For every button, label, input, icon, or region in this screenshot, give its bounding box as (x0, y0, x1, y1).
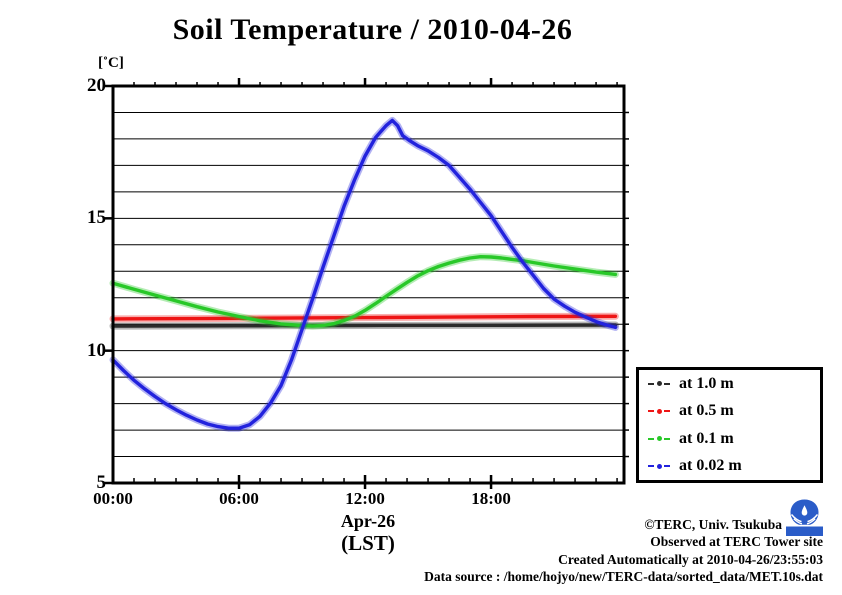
legend-label: at 0.1 m (679, 429, 734, 447)
plot-border (111, 84, 626, 485)
observed-site-line: Observed at TERC Tower site (650, 534, 823, 550)
series-line-at-0.1-m (111, 255, 618, 328)
series-line-at-0.02-m (111, 118, 618, 430)
terc-logo (786, 498, 823, 536)
legend-label: at 0.02 m (679, 457, 742, 475)
legend-item-0.5m: at 0.5 m (648, 400, 820, 422)
terc-logo-icon (786, 498, 823, 536)
x-axis-timezone-label: (LST) (341, 531, 395, 555)
legend-item-0.02m: at 0.02 m (648, 455, 820, 477)
data-source-line: Data source : /home/hojyo/new/TERC-data/… (424, 568, 823, 584)
series-line-at-1.0-m (111, 323, 618, 328)
line-marker-icon (648, 436, 670, 442)
chart-title: Soil Temperature / 2010-04-26 (172, 13, 573, 46)
legend-item-1.0m: at 1.0 m (648, 373, 820, 395)
legend-label: at 0.5 m (679, 402, 734, 420)
footer-credits: ©TERC, Univ. Tsukuba Observed at TERC To… (263, 516, 823, 585)
y-axis-unit-label: [˚C] (98, 55, 124, 71)
created-timestamp-line: Created Automatically at 2010-04-26/23:5… (558, 551, 823, 567)
series-halo-at-0.02-m (109, 116, 619, 432)
legend-box: at 1.0 m at 0.5 m at 0.1 m at 0.02 m (636, 367, 823, 483)
legend-item-0.1m: at 0.1 m (648, 428, 820, 450)
legend-label: at 1.0 m (679, 374, 734, 392)
line-marker-icon (648, 463, 670, 469)
x-axis-date-label: Apr-26 (340, 511, 396, 531)
plot-frame (111, 84, 626, 485)
line-marker-icon (648, 381, 670, 387)
axis-ticks (104, 78, 629, 489)
gridlines (113, 111, 624, 458)
copyright-line: ©TERC, Univ. Tsukuba (644, 517, 782, 532)
data-series (109, 116, 619, 432)
line-marker-icon (648, 408, 670, 414)
series-line-at-0.5-m (111, 314, 618, 321)
